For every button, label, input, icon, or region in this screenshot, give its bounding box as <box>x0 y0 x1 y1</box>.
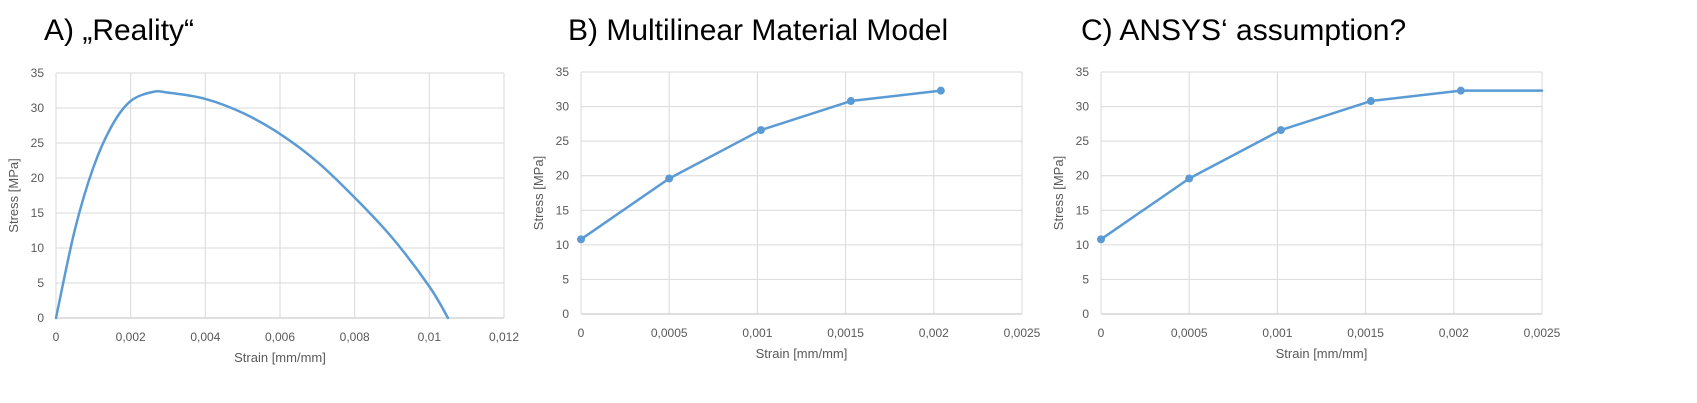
chart-a-xtick-label: 0,004 <box>190 330 220 344</box>
chart-c-xtick-label: 0,001 <box>1262 326 1292 340</box>
chart-a-ytick-label: 5 <box>37 276 44 290</box>
chart-c-ytick-label: 25 <box>1076 134 1090 148</box>
chart-b-plot: 0 5 10 15 20 25 30 35 0 0,0005 0,001 0,0015 0,002 0,0… <box>531 65 1041 361</box>
chart-b-yaxis-label: Stress [MPa] <box>531 156 546 230</box>
chart-b-data-point <box>846 97 855 106</box>
chart-c-xtick-label: 0,002 <box>1439 326 1469 340</box>
chart-b-xtick-label: 0,0005 <box>651 326 688 340</box>
chart-b-ytick-label: 30 <box>556 100 570 114</box>
chart-c-xtick-label: 0,0005 <box>1171 326 1208 340</box>
chart-a-ytick-label: 25 <box>31 136 45 150</box>
chart-c-ytick-label: 20 <box>1076 169 1090 183</box>
chart-a-ytick-label: 30 <box>31 101 45 115</box>
chart-c-data-point <box>1366 97 1375 106</box>
chart-a-plot: 0 5 10 15 20 25 30 35 0 0,002 0,004 0,006 0,008 0,01 0… <box>6 66 519 365</box>
chart-b-ytick-label: 10 <box>556 238 570 252</box>
chart-a-ytick-label: 20 <box>31 171 45 185</box>
chart-b-xtick-label: 0 <box>578 326 585 340</box>
chart-c-ytick-label: 5 <box>1082 272 1089 286</box>
chart-c-data-point <box>1456 86 1465 95</box>
chart-b-ytick-label: 25 <box>556 134 570 148</box>
chart-b-xtick-label: 0,002 <box>919 326 949 340</box>
chart-c-title: C) ANSYS‘ assumption? <box>1081 14 1407 47</box>
chart-c-ytick-label: 15 <box>1076 203 1090 217</box>
chart-c-data-point <box>1185 174 1194 183</box>
chart-a-title: A) „Reality“ <box>44 14 195 47</box>
chart-b-data-point <box>577 235 585 244</box>
chart-a-xtick-label: 0,008 <box>340 330 370 344</box>
chart-c-data-point <box>1097 235 1105 244</box>
chart-b-xtick-label: 0,0015 <box>827 326 864 340</box>
chart-b-series-line <box>579 89 943 241</box>
chart-a-ytick-label: 35 <box>31 66 45 80</box>
chart-c-xtick-label: 0,0015 <box>1347 326 1384 340</box>
chart-b-xaxis-label: Strain [mm/mm] <box>756 346 848 361</box>
chart-c-xaxis-label: Strain [mm/mm] <box>1276 346 1368 361</box>
chart-b-ytick-label: 0 <box>562 307 569 321</box>
chart-c-ytick-label: 0 <box>1082 307 1089 321</box>
chart-b-data-point <box>756 126 765 135</box>
chart-a-yaxis-label: Stress [MPa] <box>6 158 21 232</box>
chart-a-xtick-label: 0,01 <box>418 330 442 344</box>
chart-c-ytick-label: 30 <box>1076 100 1090 114</box>
chart-a-xtick-label: 0,002 <box>116 330 146 344</box>
chart-c-xtick-label: 0 <box>1098 326 1105 340</box>
chart-c-series-line <box>1099 89 1544 241</box>
chart-a-xaxis-label: Strain [mm/mm] <box>234 350 326 365</box>
chart-b-ytick-label: 20 <box>556 169 570 183</box>
chart-b-ytick-label: 5 <box>562 272 569 286</box>
chart-b-xtick-label: 0,0025 <box>1004 326 1041 340</box>
chart-a-xtick-label: 0,006 <box>265 330 295 344</box>
chart-b-ytick-label: 15 <box>556 203 570 217</box>
chart-b-ytick-label: 35 <box>556 65 570 79</box>
chart-a-series-line <box>54 89 450 320</box>
chart-c-data-point <box>1276 126 1285 135</box>
chart-b-data-point <box>936 86 945 95</box>
chart-a-xtick-label: 0 <box>53 330 60 344</box>
chart-b-title: B) Multilinear Material Model <box>568 14 949 47</box>
chart-b-xtick-label: 0,001 <box>742 326 772 340</box>
chart-a-ytick-label: 15 <box>31 206 45 220</box>
chart-b-data-point <box>665 174 674 183</box>
chart-a-ytick-label: 0 <box>37 311 44 325</box>
chart-c-ytick-label: 35 <box>1076 65 1090 79</box>
chart-a-xtick-label: 0,012 <box>489 330 519 344</box>
chart-c-plot: 0 5 10 15 20 25 30 35 0 0,0005 0,001 0,0015 0,002 0,0… <box>1051 65 1561 361</box>
chart-c-xtick-label: 0,0025 <box>1524 326 1561 340</box>
chart-a-ytick-label: 10 <box>31 241 45 255</box>
chart-c-yaxis-label: Stress [MPa] <box>1051 156 1066 230</box>
chart-c-ytick-label: 10 <box>1076 238 1090 252</box>
